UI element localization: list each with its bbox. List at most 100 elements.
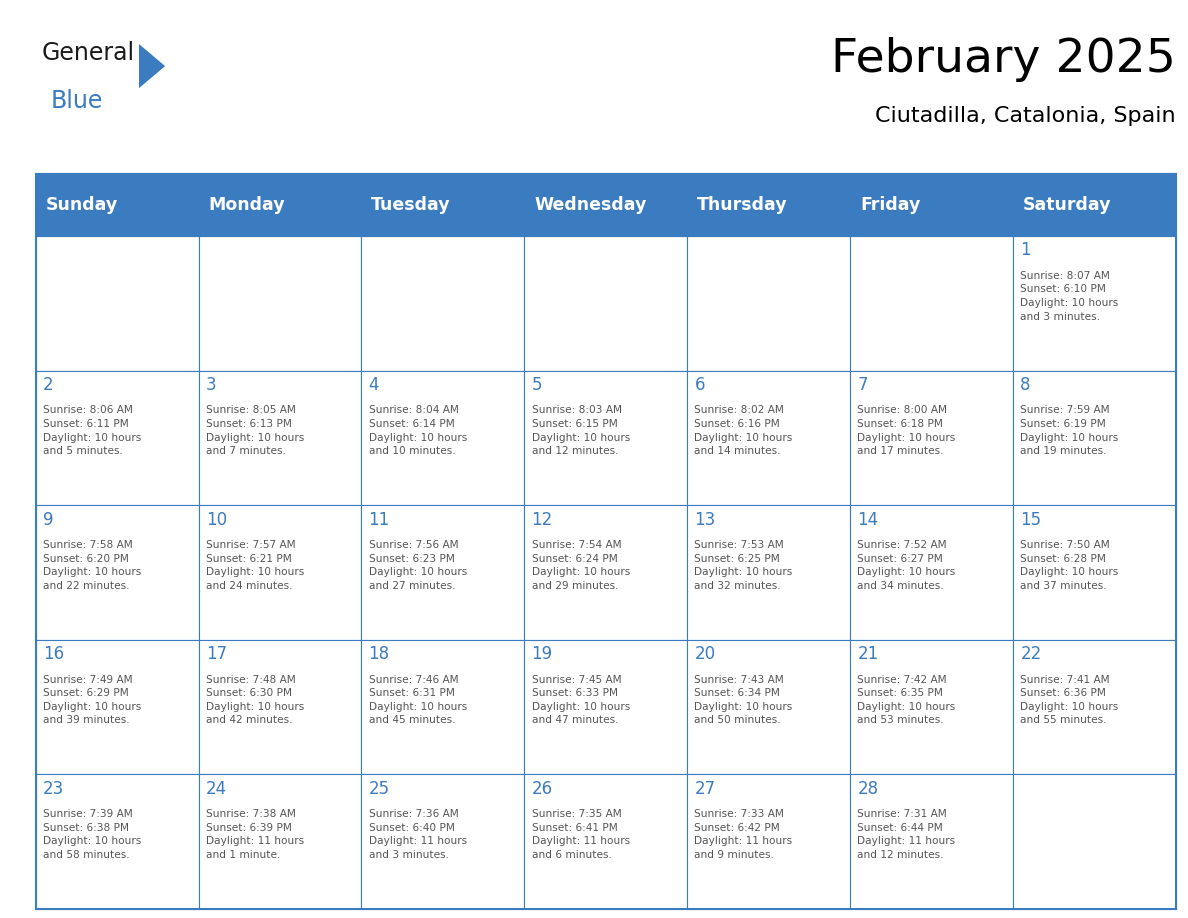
Text: Sunrise: 8:07 AM
Sunset: 6:10 PM
Daylight: 10 hours
and 3 minutes.: Sunrise: 8:07 AM Sunset: 6:10 PM Dayligh…	[1020, 271, 1119, 321]
Text: Sunrise: 7:36 AM
Sunset: 6:40 PM
Daylight: 11 hours
and 3 minutes.: Sunrise: 7:36 AM Sunset: 6:40 PM Dayligh…	[368, 809, 467, 860]
Text: Sunrise: 7:52 AM
Sunset: 6:27 PM
Daylight: 10 hours
and 34 minutes.: Sunrise: 7:52 AM Sunset: 6:27 PM Dayligh…	[858, 540, 955, 591]
Bar	[851, 371, 1013, 505]
Bar	[198, 774, 361, 909]
Text: Friday: Friday	[860, 196, 921, 214]
Text: 16: 16	[43, 645, 64, 663]
Text: 22: 22	[1020, 645, 1042, 663]
Text: Monday: Monday	[208, 196, 285, 214]
Bar	[524, 371, 688, 505]
Text: 26: 26	[531, 779, 552, 798]
Text: 2: 2	[43, 376, 53, 394]
Text: Sunrise: 7:54 AM
Sunset: 6:24 PM
Daylight: 10 hours
and 29 minutes.: Sunrise: 7:54 AM Sunset: 6:24 PM Dayligh…	[531, 540, 630, 591]
Text: 10: 10	[206, 510, 227, 529]
Bar	[688, 505, 851, 640]
Text: 13: 13	[695, 510, 715, 529]
Text: 14: 14	[858, 510, 878, 529]
Text: 4: 4	[368, 376, 379, 394]
Text: Sunrise: 7:56 AM
Sunset: 6:23 PM
Daylight: 10 hours
and 27 minutes.: Sunrise: 7:56 AM Sunset: 6:23 PM Dayligh…	[368, 540, 467, 591]
Bar	[361, 236, 524, 371]
Text: Sunrise: 7:59 AM
Sunset: 6:19 PM
Daylight: 10 hours
and 19 minutes.: Sunrise: 7:59 AM Sunset: 6:19 PM Dayligh…	[1020, 406, 1119, 456]
Text: Blue: Blue	[51, 89, 103, 113]
Text: Tuesday: Tuesday	[372, 196, 451, 214]
Text: 17: 17	[206, 645, 227, 663]
Text: 21: 21	[858, 645, 879, 663]
Text: Sunrise: 7:46 AM
Sunset: 6:31 PM
Daylight: 10 hours
and 45 minutes.: Sunrise: 7:46 AM Sunset: 6:31 PM Dayligh…	[368, 675, 467, 725]
Text: 8: 8	[1020, 376, 1031, 394]
Text: 25: 25	[368, 779, 390, 798]
Text: Sunrise: 7:45 AM
Sunset: 6:33 PM
Daylight: 10 hours
and 47 minutes.: Sunrise: 7:45 AM Sunset: 6:33 PM Dayligh…	[531, 675, 630, 725]
Bar	[851, 505, 1013, 640]
Polygon shape	[139, 44, 165, 88]
Bar	[688, 236, 851, 371]
Text: 3: 3	[206, 376, 216, 394]
Text: 19: 19	[531, 645, 552, 663]
Text: General: General	[42, 41, 134, 65]
Bar	[524, 640, 688, 774]
Text: Sunrise: 7:53 AM
Sunset: 6:25 PM
Daylight: 10 hours
and 32 minutes.: Sunrise: 7:53 AM Sunset: 6:25 PM Dayligh…	[695, 540, 792, 591]
Text: 23: 23	[43, 779, 64, 798]
Text: Sunrise: 7:31 AM
Sunset: 6:44 PM
Daylight: 11 hours
and 12 minutes.: Sunrise: 7:31 AM Sunset: 6:44 PM Dayligh…	[858, 809, 955, 860]
Bar	[1013, 640, 1176, 774]
Text: 12: 12	[531, 510, 552, 529]
Text: Sunrise: 7:33 AM
Sunset: 6:42 PM
Daylight: 11 hours
and 9 minutes.: Sunrise: 7:33 AM Sunset: 6:42 PM Dayligh…	[695, 809, 792, 860]
Text: Sunrise: 8:03 AM
Sunset: 6:15 PM
Daylight: 10 hours
and 12 minutes.: Sunrise: 8:03 AM Sunset: 6:15 PM Dayligh…	[531, 406, 630, 456]
Bar	[198, 236, 361, 371]
Bar	[524, 505, 688, 640]
Text: 5: 5	[531, 376, 542, 394]
Bar	[524, 774, 688, 909]
Bar	[851, 236, 1013, 371]
Bar	[198, 371, 361, 505]
Text: Sunrise: 7:58 AM
Sunset: 6:20 PM
Daylight: 10 hours
and 22 minutes.: Sunrise: 7:58 AM Sunset: 6:20 PM Dayligh…	[43, 540, 141, 591]
Text: Sunrise: 7:43 AM
Sunset: 6:34 PM
Daylight: 10 hours
and 50 minutes.: Sunrise: 7:43 AM Sunset: 6:34 PM Dayligh…	[695, 675, 792, 725]
Text: Sunrise: 7:38 AM
Sunset: 6:39 PM
Daylight: 11 hours
and 1 minute.: Sunrise: 7:38 AM Sunset: 6:39 PM Dayligh…	[206, 809, 304, 860]
Text: 11: 11	[368, 510, 390, 529]
Bar	[361, 774, 524, 909]
Bar	[1013, 236, 1176, 371]
Bar	[36, 236, 198, 371]
Text: Sunrise: 7:42 AM
Sunset: 6:35 PM
Daylight: 10 hours
and 53 minutes.: Sunrise: 7:42 AM Sunset: 6:35 PM Dayligh…	[858, 675, 955, 725]
Text: Sunrise: 7:57 AM
Sunset: 6:21 PM
Daylight: 10 hours
and 24 minutes.: Sunrise: 7:57 AM Sunset: 6:21 PM Dayligh…	[206, 540, 304, 591]
Bar	[36, 774, 198, 909]
Text: 20: 20	[695, 645, 715, 663]
Bar	[36, 174, 1176, 236]
Text: Wednesday: Wednesday	[535, 196, 646, 214]
Text: Sunrise: 7:49 AM
Sunset: 6:29 PM
Daylight: 10 hours
and 39 minutes.: Sunrise: 7:49 AM Sunset: 6:29 PM Dayligh…	[43, 675, 141, 725]
Text: 15: 15	[1020, 510, 1042, 529]
Bar	[36, 505, 198, 640]
Text: Sunrise: 8:00 AM
Sunset: 6:18 PM
Daylight: 10 hours
and 17 minutes.: Sunrise: 8:00 AM Sunset: 6:18 PM Dayligh…	[858, 406, 955, 456]
Text: 24: 24	[206, 779, 227, 798]
Text: Sunrise: 8:05 AM
Sunset: 6:13 PM
Daylight: 10 hours
and 7 minutes.: Sunrise: 8:05 AM Sunset: 6:13 PM Dayligh…	[206, 406, 304, 456]
Bar	[688, 774, 851, 909]
Text: 6: 6	[695, 376, 704, 394]
Text: Sunrise: 7:50 AM
Sunset: 6:28 PM
Daylight: 10 hours
and 37 minutes.: Sunrise: 7:50 AM Sunset: 6:28 PM Dayligh…	[1020, 540, 1119, 591]
Bar	[688, 640, 851, 774]
Text: 27: 27	[695, 779, 715, 798]
Text: Sunrise: 7:48 AM
Sunset: 6:30 PM
Daylight: 10 hours
and 42 minutes.: Sunrise: 7:48 AM Sunset: 6:30 PM Dayligh…	[206, 675, 304, 725]
Bar	[36, 371, 198, 505]
Text: February 2025: February 2025	[832, 37, 1176, 82]
Text: Thursday: Thursday	[697, 196, 788, 214]
Bar	[198, 505, 361, 640]
Text: 18: 18	[368, 645, 390, 663]
Bar	[36, 640, 198, 774]
Bar	[851, 640, 1013, 774]
Text: 28: 28	[858, 779, 878, 798]
Text: Sunrise: 7:41 AM
Sunset: 6:36 PM
Daylight: 10 hours
and 55 minutes.: Sunrise: 7:41 AM Sunset: 6:36 PM Dayligh…	[1020, 675, 1119, 725]
Text: Sunrise: 7:35 AM
Sunset: 6:41 PM
Daylight: 11 hours
and 6 minutes.: Sunrise: 7:35 AM Sunset: 6:41 PM Dayligh…	[531, 809, 630, 860]
Bar	[361, 505, 524, 640]
Bar	[198, 640, 361, 774]
Bar	[1013, 371, 1176, 505]
Bar	[688, 371, 851, 505]
Bar	[361, 640, 524, 774]
Bar	[851, 774, 1013, 909]
Text: Sunrise: 7:39 AM
Sunset: 6:38 PM
Daylight: 10 hours
and 58 minutes.: Sunrise: 7:39 AM Sunset: 6:38 PM Dayligh…	[43, 809, 141, 860]
Bar	[524, 236, 688, 371]
Text: Sunrise: 8:06 AM
Sunset: 6:11 PM
Daylight: 10 hours
and 5 minutes.: Sunrise: 8:06 AM Sunset: 6:11 PM Dayligh…	[43, 406, 141, 456]
Bar	[1013, 774, 1176, 909]
Bar	[36, 174, 1176, 909]
Bar	[1013, 505, 1176, 640]
Text: Saturday: Saturday	[1023, 196, 1112, 214]
Text: Ciutadilla, Catalonia, Spain: Ciutadilla, Catalonia, Spain	[876, 106, 1176, 126]
Text: Sunrise: 8:04 AM
Sunset: 6:14 PM
Daylight: 10 hours
and 10 minutes.: Sunrise: 8:04 AM Sunset: 6:14 PM Dayligh…	[368, 406, 467, 456]
Bar	[361, 371, 524, 505]
